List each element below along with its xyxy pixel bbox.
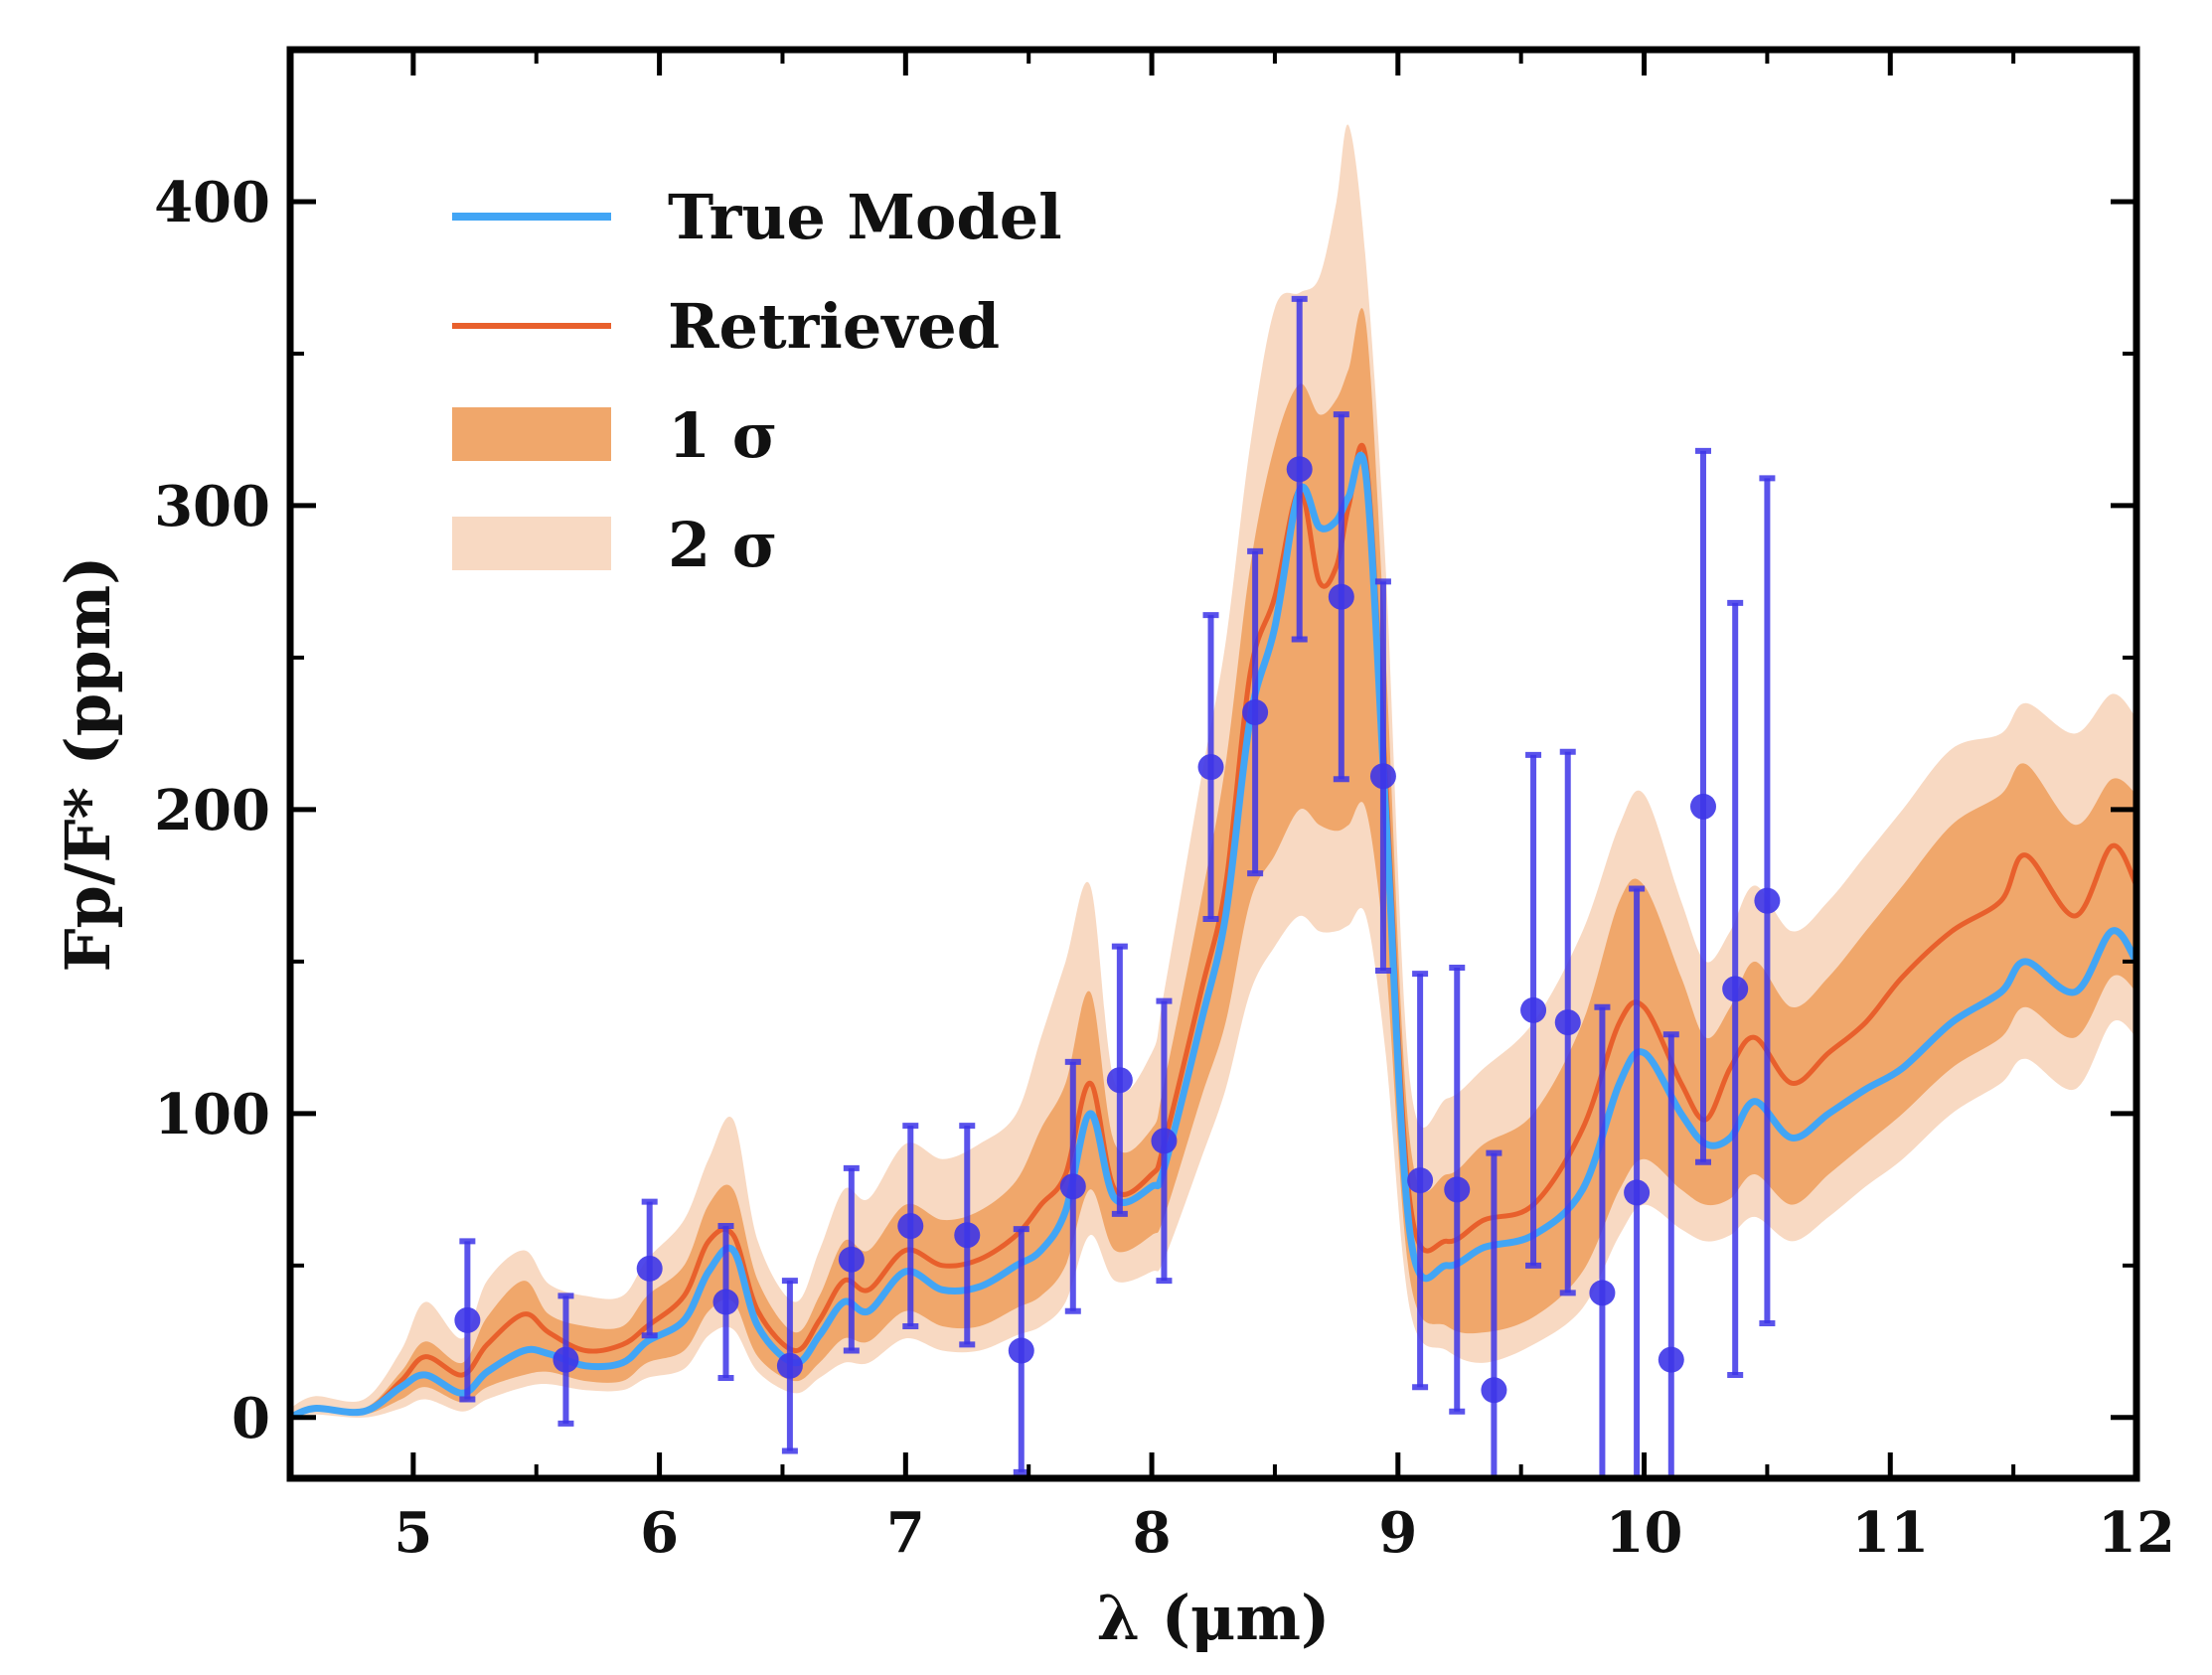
data-point: [1589, 1003, 1616, 1478]
legend-swatch-2-sigma: [452, 517, 611, 570]
data-marker: [1754, 887, 1781, 914]
data-marker: [1407, 1167, 1434, 1194]
data-point: [1658, 1031, 1684, 1478]
data-point: [1481, 1149, 1507, 1478]
y-tick-label: 100: [154, 1082, 270, 1147]
data-points: [454, 295, 1781, 1478]
data-point: [1059, 1058, 1086, 1314]
data-marker: [1242, 698, 1269, 725]
data-marker: [1722, 976, 1749, 1002]
data-point: [1197, 612, 1224, 923]
data-marker: [1106, 1067, 1133, 1094]
x-tick-label: 5: [394, 1500, 432, 1566]
y-tick-label: 300: [154, 474, 270, 539]
x-tick-label: 11: [1851, 1500, 1929, 1566]
data-point: [1624, 885, 1651, 1478]
data-point: [1286, 295, 1313, 643]
data-point: [1369, 578, 1396, 975]
data-marker: [1286, 456, 1313, 483]
x-tick-label: 10: [1606, 1500, 1683, 1566]
legend-label-true-model: True Model: [668, 181, 1062, 253]
data-point: [636, 1198, 663, 1339]
x-tick-label: 9: [1378, 1500, 1417, 1566]
data-marker: [454, 1306, 481, 1333]
x-tick-label: 7: [886, 1500, 925, 1566]
data-point: [897, 1123, 924, 1330]
data-marker: [1481, 1377, 1507, 1404]
plot-frame: [286, 46, 2140, 1482]
data-marker: [1689, 793, 1716, 820]
legend-label-retrieved: Retrieved: [668, 290, 1000, 363]
data-marker: [1369, 763, 1396, 790]
model-lines: [290, 442, 2136, 1422]
data-point: [712, 1223, 739, 1382]
legend-label-2-sigma: 2 σ: [668, 509, 777, 581]
data-marker: [1589, 1280, 1616, 1306]
data-marker: [1554, 1009, 1581, 1036]
data-marker: [954, 1222, 981, 1249]
data-marker: [1059, 1173, 1086, 1200]
data-point: [1328, 411, 1354, 783]
data-point: [1106, 943, 1133, 1217]
data-marker: [712, 1289, 739, 1315]
data-marker: [776, 1352, 803, 1379]
legend-swatch-1-sigma: [452, 407, 611, 461]
data-point: [1151, 997, 1178, 1285]
legend: True Model Retrieved 1 σ 2 σ: [452, 181, 1062, 581]
y-tick-label: 200: [154, 778, 270, 843]
data-point: [1554, 748, 1581, 1296]
y-axis-label: Fp/F* (ppm): [52, 555, 124, 972]
data-point: [1407, 971, 1434, 1391]
y-tick-label: 0: [232, 1386, 270, 1451]
data-marker: [838, 1246, 865, 1273]
tick-labels: 5 6 7 8 9 10 11 12 0 100 200 300 400: [154, 170, 2175, 1566]
data-point: [1520, 751, 1547, 1269]
data-marker: [1520, 996, 1547, 1023]
data-point: [954, 1123, 981, 1348]
data-marker: [553, 1346, 579, 1373]
data-marker: [1151, 1128, 1178, 1154]
legend-label-1-sigma: 1 σ: [668, 399, 777, 472]
data-point: [1754, 475, 1781, 1326]
data-point: [776, 1278, 803, 1454]
data-point: [454, 1238, 481, 1403]
axis-ticks: [290, 48, 2136, 1478]
data-point: [838, 1164, 865, 1354]
data-point: [1444, 964, 1471, 1415]
x-tick-label: 12: [2098, 1500, 2175, 1566]
data-point: [1689, 447, 1716, 1165]
data-marker: [1658, 1346, 1684, 1373]
data-point: [1008, 1226, 1034, 1475]
x-tick-label: 6: [640, 1500, 679, 1566]
data-marker: [897, 1213, 924, 1240]
data-point: [1242, 547, 1269, 877]
data-marker: [1444, 1176, 1471, 1203]
series-line-retrieved: [290, 442, 2136, 1421]
data-point: [553, 1293, 579, 1427]
data-point: [1722, 599, 1749, 1378]
y-tick-label: 400: [154, 170, 270, 235]
x-tick-label: 8: [1133, 1500, 1172, 1566]
x-axis-label: λ (μm): [1097, 1582, 1331, 1654]
data-marker: [636, 1255, 663, 1282]
data-marker: [1624, 1179, 1651, 1206]
data-marker: [1197, 754, 1224, 781]
data-marker: [1328, 583, 1354, 610]
data-marker: [1008, 1337, 1034, 1364]
series-line-true-model: [290, 451, 2136, 1422]
